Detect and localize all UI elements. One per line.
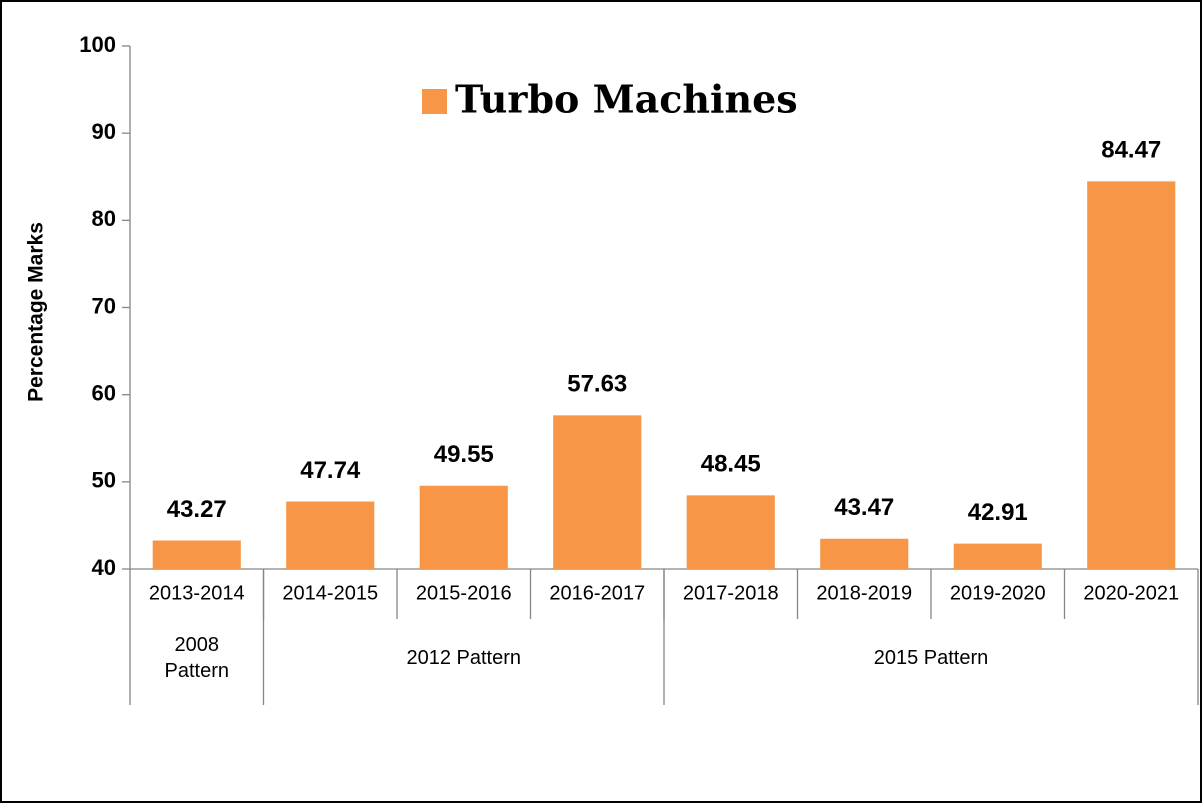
data-label: 42.91 (968, 499, 1028, 526)
group-label: 2008 Pattern (164, 634, 229, 682)
data-label: 57.63 (567, 371, 627, 398)
data-label: 43.47 (834, 494, 894, 521)
bar (553, 415, 642, 569)
y-tick-label: 90 (92, 119, 116, 144)
x-tick-label: 2018-2019 (816, 582, 912, 604)
group-label: 2012 Pattern (406, 647, 522, 669)
x-tick-label: 2017-2018 (683, 582, 779, 604)
bar (1087, 181, 1176, 570)
x-tick-label: 2015-2016 (416, 582, 512, 604)
data-label: 43.27 (167, 496, 227, 523)
y-tick-label: 40 (92, 555, 116, 580)
x-tick-label: 2019-2020 (950, 582, 1046, 604)
bar (953, 543, 1042, 569)
bar (820, 538, 909, 569)
legend-label: Turbo Machines (455, 77, 798, 122)
y-tick-label: 100 (79, 32, 116, 57)
data-label: 49.55 (434, 441, 494, 468)
bar (419, 485, 508, 569)
data-label: 84.47 (1101, 137, 1161, 164)
bar (686, 495, 775, 569)
y-tick-label: 80 (92, 206, 116, 231)
x-tick-label: 2014-2015 (282, 582, 378, 604)
x-tick-label: 2020-2021 (1083, 582, 1179, 604)
x-tick-label: 2016-2017 (549, 582, 645, 604)
data-label: 48.45 (701, 451, 761, 478)
x-tick-label: 2013-2014 (149, 582, 245, 604)
y-tick-label: 50 (92, 468, 116, 493)
bar (152, 540, 241, 569)
y-tick-label: 70 (92, 293, 116, 318)
legend-swatch (422, 89, 447, 114)
group-label: 2015 Pattern (873, 647, 989, 669)
y-axis-label: Percentage Marks (25, 222, 48, 402)
y-tick-label: 60 (92, 380, 116, 405)
bar (286, 501, 375, 569)
data-label: 47.74 (300, 457, 361, 484)
